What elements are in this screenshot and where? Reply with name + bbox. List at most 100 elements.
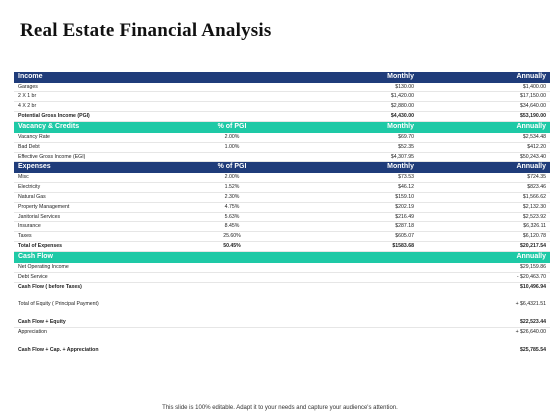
cashflow-row: Debt Service - $20,463.70 (14, 273, 550, 283)
cashflow-cell-annually: - $20,463.70 (516, 273, 546, 280)
cashflow-row: Cash Flow + Equity $22,523.44 (14, 318, 550, 329)
cashflow-rows: Net Operating Income $29,159.86 Debt Servi… (14, 263, 550, 356)
vacancy-header-label: Vacancy & Credits (18, 123, 80, 131)
cashflow-row: Cash Flow + Cap. + Appreciation $25,785.5… (14, 346, 550, 356)
expenses-row: Natural Gas 2.30% $159.10 $1,566.62 (14, 193, 550, 203)
vacancy-header-annually: Annually (516, 123, 546, 131)
expenses-cell-annually: $6,326.11 (523, 223, 546, 230)
income-cell-label: 2 X 1 br (18, 93, 37, 100)
expenses-cell-pgi: 2.00% (224, 174, 240, 181)
expenses-cell-monthly: $605.07 (395, 233, 414, 240)
cashflow-header-annually: Annually (516, 253, 546, 261)
expenses-row: Janitorial Services 5.63% $216.49 $2,523.92 (14, 213, 550, 223)
expenses-cell-label: Taxes (18, 233, 32, 240)
expenses-row: Total of Expenses 50.45% $1583.68 $20,217.5… (14, 242, 550, 253)
cashflow-cell-label: Cash Flow + Cap. + Appreciation (18, 347, 99, 354)
vacancy-cell-monthly: $69.70 (398, 133, 414, 140)
income-header-monthly: Monthly (387, 73, 414, 80)
expenses-cell-annually: $1,566.62 (522, 193, 546, 200)
expenses-cell-label: Electricity (18, 183, 41, 190)
vacancy-cell-monthly: $52.35 (398, 143, 414, 150)
income-cell-monthly: $130.00 (395, 83, 414, 90)
income-cell-annually: $34,640.00 (520, 103, 546, 110)
expenses-header-label: Expenses (18, 163, 51, 171)
cashflow-row: Cash Flow ( before Taxes) $10,496.94 (14, 283, 550, 293)
cashflow-row: Total of Equity ( Principal Payment) + $6… (14, 300, 550, 310)
expenses-row: Property Management 4.75% $202.19 $2,132.30 (14, 203, 550, 213)
expenses-cell-monthly: $46.12 (398, 183, 414, 190)
income-cell-label: Garages (18, 83, 38, 90)
income-cell-label: 4 X 2 br (18, 103, 37, 110)
income-cell-annually: $1,400.00 (522, 83, 546, 90)
expenses-cell-pgi: 4.75% (224, 203, 240, 210)
vacancy-row: Bad Debt 1.00% $52.35 $412.20 (14, 143, 550, 153)
cashflow-cell-annually: $29,159.86 (520, 263, 546, 270)
financial-table: Income Monthly Annually Garages $130.00 $1… (14, 72, 550, 356)
expenses-cell-pgi: 1.52% (224, 183, 240, 190)
expenses-cell-label: Property Management (18, 203, 70, 210)
vacancy-cell-label: Vacancy Rate (18, 133, 50, 140)
footer-note: This slide is 100% editable. Adapt it to… (162, 405, 398, 411)
cashflow-cell-label: Cash Flow + Equity (18, 319, 66, 326)
expenses-cell-label: Natural Gas (18, 193, 46, 200)
expenses-cell-annually: $823.46 (527, 183, 546, 190)
expenses-row: Electricity 1.52% $46.12 $823.46 (14, 183, 550, 193)
expenses-row: Taxes 25.60% $605.07 $6,120.78 (14, 232, 550, 243)
income-header-label: Income (18, 73, 43, 80)
vacancy-cell-label: Bad Debt (18, 143, 40, 150)
expenses-header: Expenses % of PGI Monthly Annually (14, 162, 550, 174)
expenses-cell-monthly: $73.53 (398, 174, 414, 181)
income-cell-annually: $53,190.00 (520, 113, 546, 120)
row-spacer (14, 292, 550, 300)
income-row: Potential Gross Income (PGI) $4,430.00 $53… (14, 112, 550, 123)
vacancy-header-pgi: % of PGI (217, 123, 247, 131)
expenses-cell-label: Misc (18, 174, 29, 181)
expenses-row: Insurance 8.45% $287.18 $6,326.11 (14, 222, 550, 233)
cashflow-header: Cash Flow Annually (14, 252, 550, 263)
expenses-header-monthly: Monthly (387, 163, 414, 171)
vacancy-rows: Vacancy Rate 2.00% $69.70 $2,534.48 Bad Debt… (14, 133, 550, 163)
vacancy-cell-pgi: 1.00% (224, 143, 240, 150)
expenses-cell-label: Total of Expenses (18, 243, 63, 250)
expenses-cell-monthly: $216.49 (395, 213, 414, 220)
expenses-cell-annually: $724.35 (527, 174, 546, 181)
cashflow-cell-label: Total of Equity ( Principal Payment) (18, 301, 99, 308)
cashflow-cell-label: Net Operating Income (18, 263, 69, 270)
income-cell-annually: $17,150.00 (520, 93, 546, 100)
cashflow-cell-label: Debt Service (18, 273, 48, 280)
cashflow-cell-annually: + $6,4321.51 (515, 301, 546, 308)
income-header-annually: Annually (516, 73, 546, 80)
vacancy-cell-annually: $412.20 (527, 143, 546, 150)
cashflow-row: Appreciation + $26,640.00 (14, 328, 550, 338)
cashflow-cell-annually: $22,523.44 (520, 319, 546, 326)
income-cell-monthly: $4,430.00 (390, 113, 414, 120)
cashflow-cell-label: Cash Flow ( before Taxes) (18, 283, 82, 290)
expenses-cell-monthly: $1583.68 (392, 243, 414, 250)
expenses-cell-pgi: 8.45% (224, 223, 240, 230)
expenses-cell-label: Janitorial Services (18, 213, 61, 220)
page-title: Real Estate Financial Analysis (20, 20, 272, 41)
expenses-rows: Misc 2.00% $73.53 $724.35 Electricity 1.52% $4… (14, 173, 550, 253)
vacancy-cell-label: Effective Gross Income (EGI) (18, 153, 86, 160)
cashflow-cell-annually: $25,785.54 (520, 347, 546, 354)
expenses-cell-pgi: 5.63% (224, 213, 240, 220)
income-row: 4 X 2 br $2,880.00 $34,640.00 (14, 102, 550, 113)
vacancy-cell-pgi: 2.00% (224, 133, 240, 140)
expenses-cell-pgi: 50.45% (223, 243, 241, 250)
vacancy-row: Effective Gross Income (EGI) $4,307.95 $50… (14, 153, 550, 163)
vacancy-row: Vacancy Rate 2.00% $69.70 $2,534.48 (14, 133, 550, 143)
cashflow-cell-annually: $10,496.94 (520, 283, 546, 290)
vacancy-header: Vacancy & Credits % of PGI Monthly Annua… (14, 122, 550, 133)
income-cell-label: Potential Gross Income (PGI) (18, 113, 90, 120)
expenses-header-pgi: % of PGI (217, 163, 247, 171)
vacancy-cell-annually: $50,243.40 (520, 153, 546, 160)
row-spacer (14, 338, 550, 346)
vacancy-header-monthly: Monthly (387, 123, 414, 131)
cashflow-cell-annually: + $26,640.00 (515, 329, 546, 336)
expenses-cell-pgi: 25.60% (223, 233, 241, 240)
row-spacer (14, 310, 550, 318)
vacancy-cell-monthly: $4,307.95 (390, 153, 414, 160)
expenses-row: Misc 2.00% $73.53 $724.35 (14, 173, 550, 183)
income-row: 2 X 1 br $1,420.00 $17,150.00 (14, 92, 550, 103)
vacancy-cell-annually: $2,534.48 (522, 133, 546, 140)
